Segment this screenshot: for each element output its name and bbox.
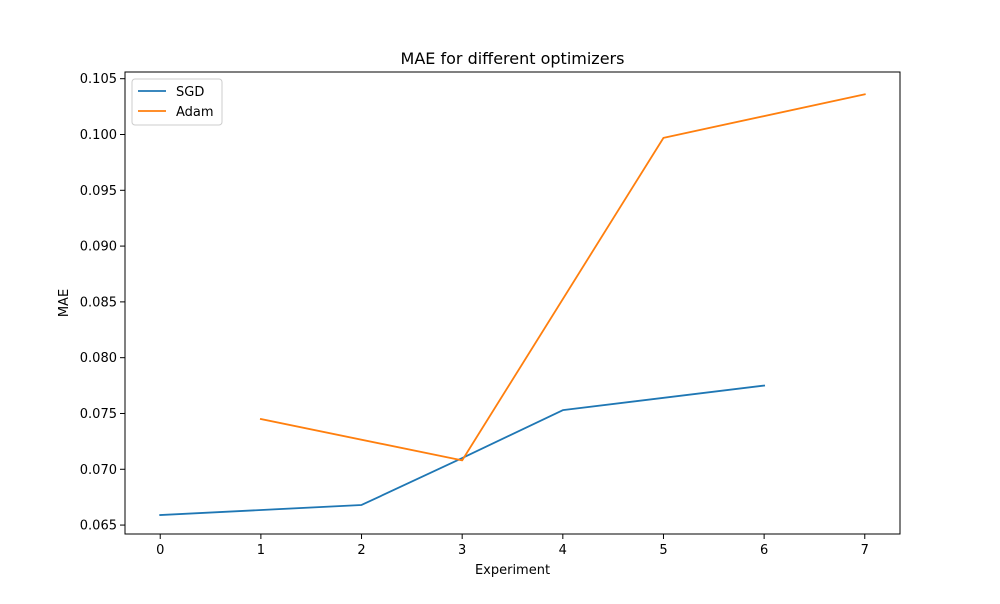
y-tick-label: 0.080 [80,351,117,366]
series-lines [159,93,866,516]
series-line-adam [259,93,866,462]
x-tick-label: 3 [458,543,466,558]
chart-title: MAE for different optimizers [401,49,625,68]
y-axis-label: MAE [57,289,72,317]
x-tick-label: 0 [156,543,164,558]
y-tick-label: 0.100 [80,128,117,143]
x-tick-label: 1 [257,543,265,558]
plot-area-frame [124,71,901,535]
x-tick-label: 4 [559,543,567,558]
y-tick-label: 0.105 [80,72,117,87]
y-tick-label: 0.075 [80,407,117,422]
x-axis-label: Experiment [475,563,550,578]
y-tick-label: 0.065 [80,519,117,534]
x-axis-ticks: 0 1 2 3 4 5 6 7 [156,534,869,558]
legend: SGD Adam [131,78,223,126]
x-tick-label: 5 [659,543,667,558]
legend-label-adam: Adam [176,105,214,120]
y-axis-ticks: 0.065 0.070 0.075 0.080 0.085 0.090 0.095 0.100… [80,72,125,534]
legend-label-sgd: SGD [176,85,204,100]
y-tick-label: 0.070 [80,463,117,478]
y-tick-label: 0.085 [80,295,117,310]
series-line-sgd [159,384,766,516]
x-tick-label: 6 [760,543,768,558]
x-tick-label: 7 [861,543,869,558]
y-tick-label: 0.090 [80,240,117,255]
y-tick-label: 0.095 [80,184,117,199]
x-tick-label: 2 [357,543,365,558]
